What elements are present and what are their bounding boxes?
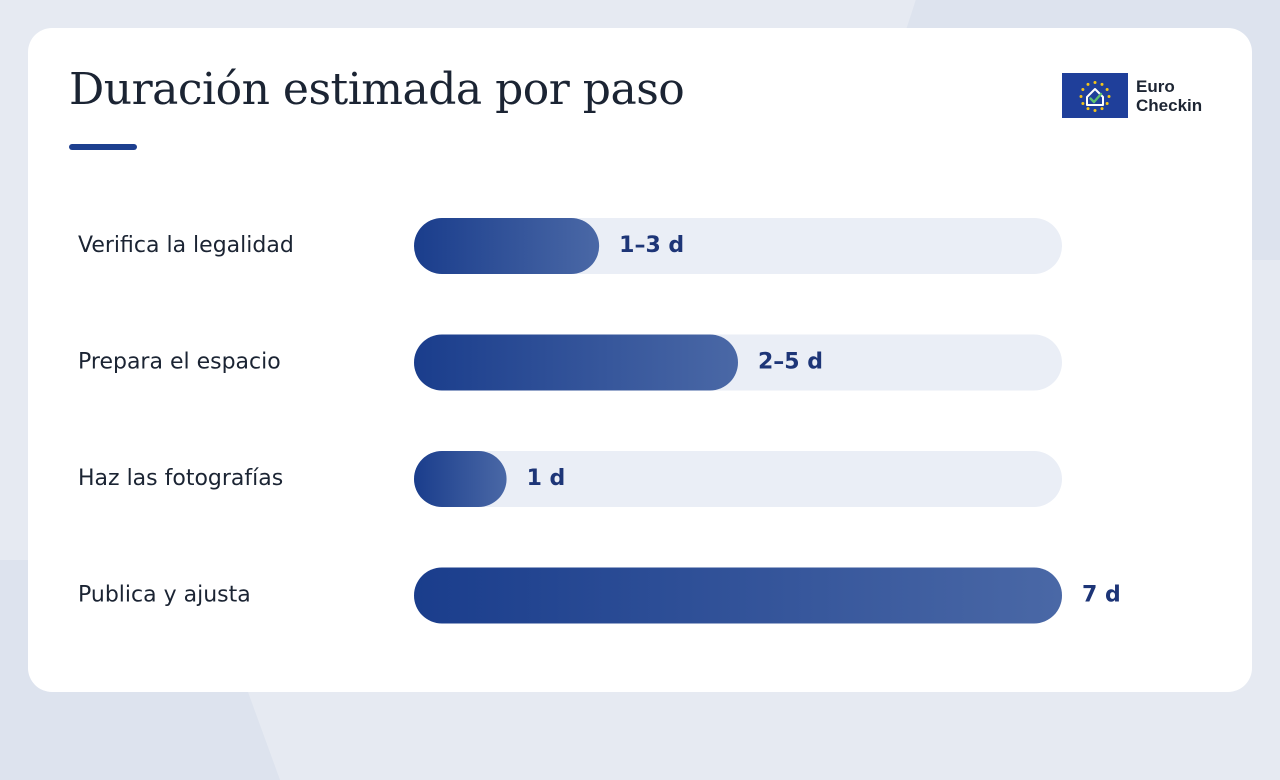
flag-star [1107,95,1111,98]
value-label: 1 d [527,466,566,491]
page-title: Duración estimada por paso [69,64,685,115]
flag-star [1100,107,1104,111]
value-label: 2–5 d [758,350,823,375]
brand-name-line2: Checkin [1136,95,1203,115]
brand-name: Euro Checkin [1136,77,1202,115]
flag-star [1086,107,1090,111]
flag-star [1086,82,1090,86]
duration-bar-chart: Verifica la legalidad 1–3 d Prepara el esp… [78,218,1121,624]
category-label: Verifica la legalidad [78,233,294,258]
flag-star [1105,102,1109,105]
chart-bars: Verifica la legalidad 1–3 d Prepara el esp… [78,218,1121,624]
bar-track [414,451,1062,507]
title-underline [69,144,137,150]
brand-logo: Euro Checkin [1062,73,1202,118]
bar [414,218,600,274]
flag-star [1093,81,1097,84]
value-label: 7 d [1082,583,1121,608]
flag-star [1081,88,1085,91]
bar [414,451,507,507]
eu-flag-house-check-icon [1062,73,1128,118]
bar [414,567,1062,624]
category-label: Prepara el espacio [78,350,281,375]
category-label: Publica y ajusta [78,583,251,608]
flag-star [1093,109,1097,112]
brand-name-line1: Euro [1136,76,1175,96]
flag-star [1079,95,1083,98]
category-label: Haz las fotografías [78,466,283,491]
slide-card: Duración estimada por paso Euro Checkin … [28,28,1252,692]
bar [414,334,738,391]
flag-star [1100,82,1104,86]
flag-star [1081,102,1085,105]
flag-star [1105,88,1109,91]
value-label: 1–3 d [619,233,684,258]
